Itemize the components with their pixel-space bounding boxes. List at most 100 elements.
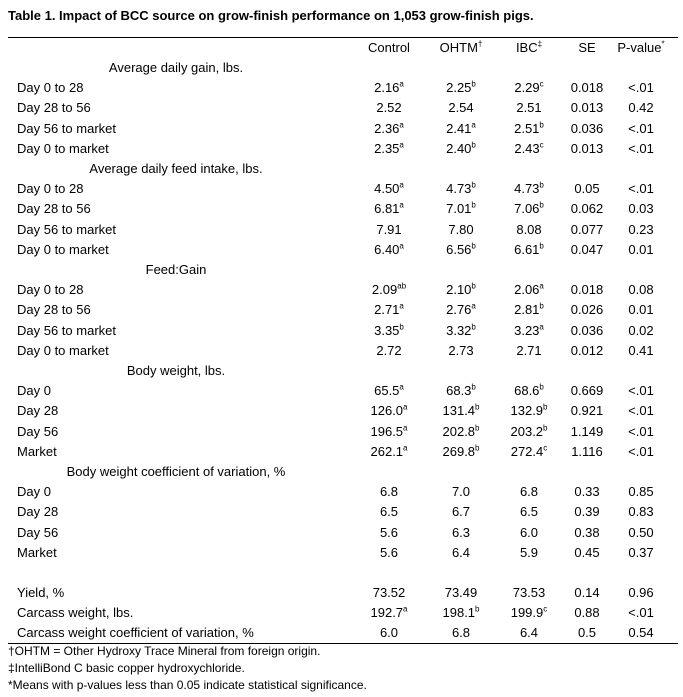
cell-ibc-value: 2.06 bbox=[514, 282, 540, 298]
cell-p-value-value: 0.83 bbox=[628, 504, 654, 520]
cell-control-superscript: a bbox=[399, 241, 404, 251]
table-row: Day 0 to market 2.72 2.73 2.71 0.012 0.41 bbox=[0, 341, 683, 361]
cell-ohtm-value: 7.80 bbox=[448, 221, 474, 237]
cell-ohtm: 6.7 bbox=[426, 502, 496, 522]
cell-control: 126.0a bbox=[352, 401, 426, 421]
table-row: Day 28 6.5 6.7 6.5 0.39 0.83 bbox=[0, 502, 683, 522]
cell-ohtm-value: 2.54 bbox=[448, 100, 474, 116]
cell-se-value: 0.013 bbox=[570, 140, 604, 156]
row-label: Day 28 to 56 bbox=[17, 302, 91, 318]
cell-se-value: 0.5 bbox=[577, 625, 597, 641]
table-row: Day 0 to 28 2.16a 2.25b 2.29c 0.018 <.01 bbox=[0, 78, 683, 98]
cell-ohtm-value: 6.8 bbox=[451, 625, 471, 641]
cell-control: 2.09ab bbox=[352, 280, 426, 300]
cell-ibc: 199.9c bbox=[496, 603, 562, 623]
cell-control-superscript: a bbox=[399, 302, 404, 312]
cell-p-value-value: 0.08 bbox=[628, 282, 654, 298]
cell-ibc-value: 2.51 bbox=[514, 120, 540, 136]
cell-ohtm-value: 2.40 bbox=[446, 140, 472, 156]
cell-p-value-value: 0.85 bbox=[628, 484, 654, 500]
header-ohtm: OHTM† bbox=[426, 38, 496, 58]
table-row: Carcass weight coefficient of variation,… bbox=[0, 623, 683, 643]
section-header-row: Body weight coefficient of variation, % bbox=[0, 462, 683, 482]
cell-control-superscript: a bbox=[399, 79, 404, 89]
header-control: Control bbox=[352, 38, 426, 58]
cell-ibc: 6.0 bbox=[496, 523, 562, 543]
cell-control-value: 4.50 bbox=[374, 181, 400, 197]
header-ohtm-superscript: † bbox=[477, 39, 483, 49]
cell-ibc: 68.6b bbox=[496, 381, 562, 401]
cell-ibc-value: 73.53 bbox=[512, 585, 546, 600]
cell-control-value: 5.6 bbox=[379, 544, 399, 560]
cell-control-superscript: a bbox=[403, 403, 408, 413]
cell-control: 2.71a bbox=[352, 300, 426, 320]
cell-p-value-value: 0.41 bbox=[628, 342, 654, 358]
row-label: Day 56 bbox=[17, 423, 59, 439]
cell-control-value: 6.5 bbox=[379, 504, 399, 520]
cell-se: 0.077 bbox=[562, 220, 612, 240]
cell-se: 0.14 bbox=[562, 583, 612, 603]
table-row: Day 56 196.5a 202.8b 203.2b 1.149 <.01 bbox=[0, 422, 683, 442]
cell-ibc-superscript: c bbox=[539, 140, 544, 150]
cell-control-superscript: b bbox=[399, 322, 404, 332]
cell-ohtm: 6.3 bbox=[426, 523, 496, 543]
cell-p-value: 0.37 bbox=[612, 543, 670, 563]
cell-se-value: 0.39 bbox=[574, 504, 600, 520]
cell-control-superscript: ab bbox=[397, 281, 407, 291]
row-label: Day 0 bbox=[17, 484, 51, 500]
cell-ohtm: 2.40b bbox=[426, 139, 496, 159]
cell-se-value: 0.012 bbox=[570, 342, 604, 358]
cell-ibc-superscript: b bbox=[543, 403, 548, 413]
cell-se-value: 0.047 bbox=[570, 241, 604, 257]
cell-ibc-value: 203.2 bbox=[510, 423, 544, 439]
cell-ohtm-superscript: b bbox=[471, 201, 476, 211]
row-label: Day 28 bbox=[17, 504, 59, 520]
footnote: †OHTM = Other Hydroxy Trace Mineral from… bbox=[8, 644, 321, 658]
cell-se-value: 1.149 bbox=[570, 423, 604, 439]
cell-ohtm-value: 7.01 bbox=[446, 201, 472, 217]
cell-se: 0.036 bbox=[562, 119, 612, 139]
cell-control: 2.35a bbox=[352, 139, 426, 159]
cell-p-value-value: 0.01 bbox=[628, 241, 654, 257]
cell-ohtm-superscript: a bbox=[471, 120, 476, 130]
section-label: Feed:Gain bbox=[145, 262, 207, 277]
header-ohtm-value: OHTM bbox=[439, 40, 478, 55]
cell-ohtm-value: 131.4 bbox=[442, 403, 476, 419]
cell-ohtm-value: 2.73 bbox=[448, 342, 474, 358]
cell-ibc-value: 272.4 bbox=[510, 443, 544, 459]
cell-ibc: 4.73b bbox=[496, 179, 562, 199]
cell-se-value: 0.05 bbox=[574, 181, 600, 197]
table-row: Day 56 to market 2.36a 2.41a 2.51b 0.036 <.01 bbox=[0, 119, 683, 139]
section-label: Body weight, lbs. bbox=[126, 363, 226, 378]
cell-se-value: 0.077 bbox=[570, 221, 604, 237]
table-row: Day 0 to market 6.40a 6.56b 6.61b 0.047 0.01 bbox=[0, 240, 683, 260]
cell-se: 0.036 bbox=[562, 321, 612, 341]
cell-ibc-value: 6.4 bbox=[519, 625, 539, 641]
cell-control-value: 196.5 bbox=[370, 423, 404, 439]
cell-control-value: 2.72 bbox=[376, 342, 402, 358]
cell-ibc-superscript: c bbox=[543, 443, 548, 453]
cell-p-value-value: <.01 bbox=[628, 140, 654, 156]
cell-control: 6.0 bbox=[352, 623, 426, 643]
cell-ohtm-superscript: b bbox=[471, 281, 476, 291]
row-label: Day 56 to market bbox=[17, 322, 116, 338]
cell-p-value: 0.23 bbox=[612, 220, 670, 240]
row-label: Day 28 to 56 bbox=[17, 100, 91, 116]
table-row: Day 0 6.8 7.0 6.8 0.33 0.85 bbox=[0, 482, 683, 502]
cell-ohtm: 198.1b bbox=[426, 603, 496, 623]
footnote: ‡IntelliBond C basic copper hydroxychlor… bbox=[8, 661, 245, 675]
cell-ohtm: 2.76a bbox=[426, 300, 496, 320]
cell-control: 6.81a bbox=[352, 199, 426, 219]
cell-control-value: 6.8 bbox=[379, 484, 399, 500]
cell-ohtm-value: 6.7 bbox=[451, 504, 471, 520]
cell-ohtm: 73.49 bbox=[426, 583, 496, 603]
cell-ohtm: 269.8b bbox=[426, 442, 496, 462]
cell-ibc-value: 6.5 bbox=[519, 504, 539, 520]
cell-se: 0.018 bbox=[562, 78, 612, 98]
cell-control: 6.5 bbox=[352, 502, 426, 522]
cell-ohtm-superscript: b bbox=[475, 443, 480, 453]
cell-ibc-superscript: a bbox=[539, 322, 544, 332]
cell-p-value-value: 0.96 bbox=[628, 585, 654, 600]
cell-p-value: 0.96 bbox=[612, 583, 670, 603]
cell-ibc: 6.8 bbox=[496, 482, 562, 502]
